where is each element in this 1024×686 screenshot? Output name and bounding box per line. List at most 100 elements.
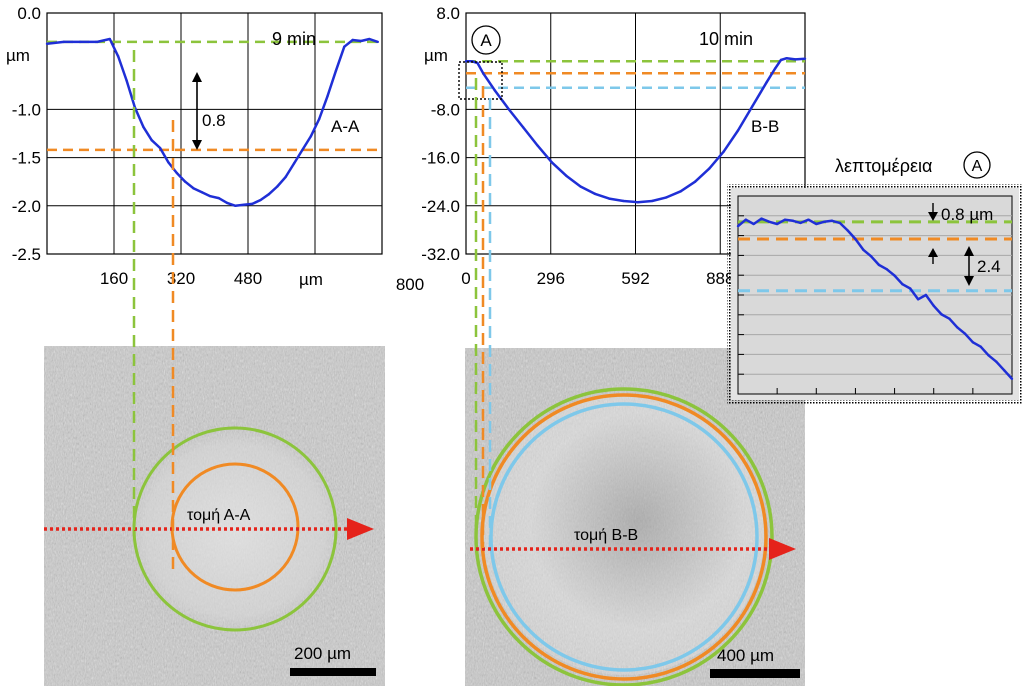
detail-region-box xyxy=(458,61,503,100)
scale-label-a: 200 µm xyxy=(294,644,351,663)
y-tick-label: -1.5 xyxy=(12,149,41,168)
profile-point xyxy=(79,40,82,44)
micrograph-b: τομή Β-Β 400 µm xyxy=(465,348,805,686)
profile-point xyxy=(794,58,797,61)
scale-bar-b xyxy=(710,669,800,678)
detail-profile-point xyxy=(783,218,787,221)
profile-point xyxy=(693,180,697,183)
detail-profile-point xyxy=(956,326,959,329)
profile-point xyxy=(175,171,179,175)
profile-point xyxy=(607,197,611,200)
profile-point xyxy=(481,72,485,75)
x-tick-label: 0 xyxy=(461,269,470,288)
y-tick-label: -1.0 xyxy=(12,100,41,119)
profile-point xyxy=(464,60,468,63)
profile-point xyxy=(636,200,639,204)
chart1-frame xyxy=(46,12,383,255)
section-arrow-a xyxy=(347,518,374,540)
detail-profile-point xyxy=(995,360,998,363)
profile-point xyxy=(150,139,153,142)
detail-arrows xyxy=(928,203,974,286)
section-arrow-b xyxy=(769,538,796,560)
chart2-section-label: B-B xyxy=(751,117,779,136)
profile-point xyxy=(774,67,777,70)
profile-point xyxy=(192,187,195,190)
profile-point xyxy=(62,40,65,44)
detail-profile-point xyxy=(940,313,943,316)
detail-profile-point xyxy=(963,332,967,335)
profile-point xyxy=(679,190,682,193)
profile-point xyxy=(142,125,145,128)
profile-point xyxy=(158,146,162,150)
profile-point xyxy=(376,40,380,44)
detail-profile-point xyxy=(909,287,912,290)
detail-profile-point xyxy=(862,248,865,252)
detail-profile-point xyxy=(807,218,810,221)
x-tick-label: 592 xyxy=(621,269,649,288)
profile-point xyxy=(317,117,321,121)
chart1-xlabel: µm xyxy=(299,270,323,289)
profile-point xyxy=(167,161,170,164)
profile-point xyxy=(108,37,112,41)
x-tick-label: 800 xyxy=(396,275,424,294)
micrograph-b-orange-ring xyxy=(480,393,768,681)
x-tick-label: 320 xyxy=(167,269,195,288)
chart2-time-label: 10 min xyxy=(699,29,753,49)
profile-point xyxy=(301,148,304,152)
detail-profile-point xyxy=(1002,369,1006,372)
profile-point xyxy=(736,129,740,132)
chart1-ylabel: µm xyxy=(6,46,30,65)
detail-annotation-1: 0.8 µm xyxy=(941,205,993,224)
detail-profile-point xyxy=(932,304,935,307)
scale-bar-a xyxy=(290,668,376,676)
detail-profile-point xyxy=(901,283,904,286)
detail-profile-point xyxy=(846,229,849,232)
profile-point xyxy=(234,204,237,207)
x-tick-label: 296 xyxy=(537,269,565,288)
y-tick-label: -32.0 xyxy=(421,245,460,264)
profile-point xyxy=(225,201,229,205)
chart1-depth-annotation: 0.8 xyxy=(202,111,226,130)
detail-profile-point xyxy=(987,354,990,357)
detail-profile-point xyxy=(838,221,841,225)
profile-point xyxy=(579,185,582,188)
profile-point xyxy=(284,175,287,179)
profile-point xyxy=(209,194,212,198)
detail-profile-point xyxy=(736,224,740,228)
profile-point xyxy=(343,45,346,48)
micrograph-a: τομή Α-Α 200 µm xyxy=(44,346,385,686)
profile-point xyxy=(368,37,371,41)
profile-point xyxy=(116,55,120,58)
profile-point xyxy=(779,58,783,62)
detail-profile-point xyxy=(854,237,857,241)
profile-point xyxy=(751,105,754,108)
y-tick-label: -24.0 xyxy=(421,197,460,216)
profile-point xyxy=(292,162,296,165)
profile-point xyxy=(326,94,329,98)
profile-point xyxy=(550,161,554,164)
profile-point xyxy=(125,79,128,82)
chart2-circle-marker: A xyxy=(471,25,501,55)
detail-profile-point xyxy=(869,255,873,258)
detail-profile-point xyxy=(893,274,896,277)
profile-point xyxy=(334,69,338,73)
detail-profile-point xyxy=(744,218,748,221)
y-tick-label: -2.5 xyxy=(12,245,41,264)
profile-point xyxy=(650,199,654,203)
y-tick-label: -2.0 xyxy=(12,197,41,216)
profile-point xyxy=(593,192,597,195)
detail-profile-point xyxy=(885,267,888,271)
profile-point xyxy=(665,196,668,199)
detail-profile-point xyxy=(979,345,982,348)
profile-point xyxy=(785,56,788,60)
micrograph-a-crater xyxy=(130,430,340,630)
micrograph-b-crater xyxy=(484,395,764,675)
scale-label-b: 400 µm xyxy=(717,646,774,665)
profile-point xyxy=(536,144,539,147)
detail-profile-point xyxy=(775,222,779,226)
chart1-time-label: 9 min xyxy=(272,29,316,49)
detail-profile-point xyxy=(830,219,834,222)
y-tick-label: -16.0 xyxy=(421,149,460,168)
detail-profile-point xyxy=(971,341,975,344)
